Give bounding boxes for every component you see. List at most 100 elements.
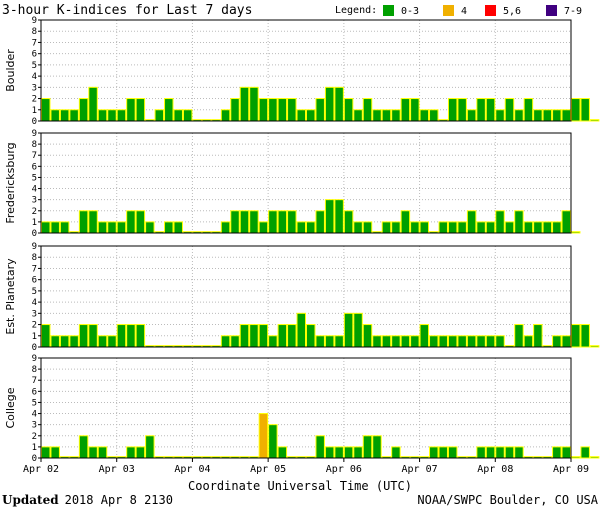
k-index-bar bbox=[381, 109, 392, 122]
k-index-bar bbox=[514, 109, 524, 122]
k-index-bar bbox=[466, 109, 477, 122]
k-index-bar bbox=[447, 335, 458, 348]
k-index-bar bbox=[533, 109, 543, 122]
k-index-bar bbox=[50, 221, 60, 234]
k-index-bar bbox=[59, 335, 70, 348]
k-index-bar bbox=[97, 109, 108, 122]
k-index-bar bbox=[391, 221, 401, 234]
k-index-bar bbox=[97, 446, 108, 459]
k-index-bar bbox=[116, 221, 127, 234]
k-index-bar bbox=[126, 98, 136, 122]
k-index-bar bbox=[97, 335, 108, 348]
y-tick-label: 1 bbox=[32, 106, 37, 116]
k-index-bar bbox=[552, 109, 562, 122]
k-index-bar bbox=[589, 119, 600, 122]
k-index-bar bbox=[372, 335, 382, 348]
k-index-bar bbox=[523, 98, 534, 122]
k-index-bar bbox=[561, 210, 571, 234]
panel-frame bbox=[40, 19, 572, 122]
y-tick-label: 3 bbox=[32, 196, 37, 206]
y-tick-label: 2 bbox=[32, 207, 37, 217]
k-index-bar bbox=[306, 324, 316, 348]
k-index-bar bbox=[466, 210, 477, 234]
y-tick-label: 7 bbox=[32, 151, 37, 161]
footer-credit: NOAA/SWPC Boulder, CO USA bbox=[417, 493, 598, 507]
k-index-bar bbox=[362, 221, 373, 234]
k-index-bar bbox=[287, 210, 297, 234]
k-index-bar bbox=[571, 98, 581, 122]
k-index-bar bbox=[343, 446, 354, 459]
y-tick-label: 0 bbox=[32, 117, 37, 127]
k-index-bar bbox=[145, 435, 155, 459]
k-index-bar bbox=[381, 221, 392, 234]
k-index-bar bbox=[78, 435, 89, 459]
k-index-bar bbox=[239, 210, 250, 234]
k-index-bar bbox=[249, 324, 259, 348]
k-index-bar bbox=[173, 109, 183, 122]
k-index-bar bbox=[419, 221, 430, 234]
y-tick-label: 7 bbox=[32, 376, 37, 386]
k-index-bar bbox=[514, 324, 524, 348]
k-index-bar bbox=[268, 335, 278, 348]
k-index-bar bbox=[249, 86, 259, 122]
k-index-bar bbox=[41, 446, 51, 459]
y-tick-label: 0 bbox=[32, 343, 37, 353]
k-index-bar bbox=[410, 221, 420, 234]
k-index-bar bbox=[353, 221, 363, 234]
k-index-bar bbox=[362, 435, 373, 459]
panel-label: Fredericksburg bbox=[4, 142, 17, 223]
k-index-bar bbox=[135, 324, 146, 348]
k-index-bar bbox=[306, 221, 316, 234]
k-index-bar bbox=[571, 456, 581, 459]
k-index-bar bbox=[495, 210, 505, 234]
k-index-bar bbox=[504, 98, 515, 122]
legend-label-0-3: 0-3 bbox=[401, 6, 419, 17]
k-index-bar bbox=[334, 446, 344, 459]
k-index-bar bbox=[315, 98, 325, 122]
k-index-bar bbox=[533, 324, 543, 348]
k-index-bar bbox=[504, 446, 515, 459]
k-index-bar bbox=[523, 335, 534, 348]
k-index-bar bbox=[230, 98, 240, 122]
y-tick-label: 2 bbox=[32, 432, 37, 442]
k-index-bar bbox=[391, 109, 401, 122]
k-index-bar bbox=[343, 210, 354, 234]
k-index-bar bbox=[164, 98, 174, 122]
k-index-bar bbox=[589, 456, 600, 459]
panel-frame bbox=[40, 357, 572, 459]
k-index-bar bbox=[438, 446, 448, 459]
k-index-bar bbox=[78, 98, 89, 122]
k-index-bar bbox=[287, 98, 297, 122]
footer-updated: Updated 2018 Apr 8 2130 bbox=[2, 493, 173, 507]
k-index-bar bbox=[97, 221, 108, 234]
k-index-bar bbox=[400, 210, 411, 234]
y-tick-label: 6 bbox=[32, 387, 37, 397]
k-index-bar bbox=[372, 435, 382, 459]
k-index-bar bbox=[552, 221, 562, 234]
k-index-bar bbox=[258, 413, 269, 459]
k-index-bar bbox=[50, 109, 60, 122]
x-tick-label: Apr 05 bbox=[250, 464, 286, 475]
k-index-bar bbox=[334, 335, 344, 348]
k-index-bar bbox=[457, 335, 467, 348]
k-index-bar bbox=[552, 335, 562, 348]
y-tick-label: 4 bbox=[32, 410, 37, 420]
y-tick-label: 6 bbox=[32, 162, 37, 172]
k-index-bar bbox=[542, 221, 553, 234]
y-tick-label: 2 bbox=[32, 321, 37, 331]
k-index-bar bbox=[381, 335, 392, 348]
k-index-bar bbox=[466, 335, 477, 348]
k-index-bar bbox=[343, 312, 354, 348]
k-index-bar bbox=[145, 221, 155, 234]
k-index-bar bbox=[485, 98, 496, 122]
y-tick-label: 2 bbox=[32, 95, 37, 105]
k-index-bar bbox=[485, 446, 496, 459]
k-index-bar bbox=[59, 109, 70, 122]
k-index-bar bbox=[476, 98, 486, 122]
k-index-bar bbox=[476, 221, 486, 234]
y-tick-label: 4 bbox=[32, 72, 37, 82]
k-index-bar bbox=[277, 446, 288, 459]
x-tick-label: Apr 06 bbox=[326, 464, 362, 475]
y-tick-label: 0 bbox=[32, 454, 37, 464]
